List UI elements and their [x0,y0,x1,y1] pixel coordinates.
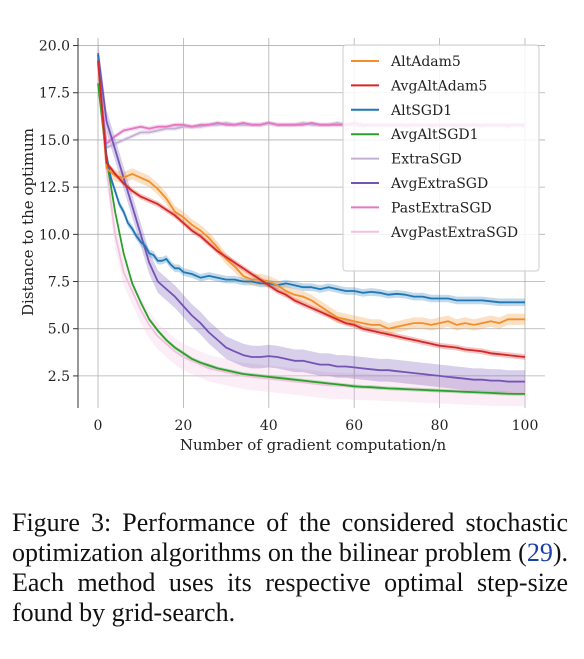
legend-label: AvgAltAdam5 [390,78,487,94]
caption-prefix: Figure 3: [12,508,112,537]
x-tick-label: 60 [345,418,363,434]
legend: AltAdam5 AvgAltAdam5 AltSGD1 AvgAltSGD1 Extr… [342,44,540,272]
equation-reference-link[interactable]: 29 [526,538,553,567]
legend-box [342,44,540,272]
caption-text: Performance of the considered stochastic… [12,508,569,567]
y-axis-ticks: 2.5 5.0 7.5 10.0 12.5 15.0 17.5 20.0 [39,39,78,385]
line-chart: 2.5 5.0 7.5 10.0 12.5 15.0 17.5 20.0 0 20 40 60 80 1… [19,38,545,454]
y-tick-label: 17.5 [39,86,70,102]
x-tick-label: 40 [260,418,278,434]
x-tick-label: 80 [431,418,449,434]
x-axis-ticks: 0 20 40 60 80 100 [94,418,539,434]
legend-label: AvgExtraSGD [390,176,488,192]
caption-text-end: ). Each method uses its respective optim… [12,538,568,627]
series-line-AltAdam5 [97,60,525,330]
y-tick-label: 15.0 [39,133,70,149]
y-tick-label: 10.0 [39,227,70,243]
y-tick-label: 12.5 [39,180,70,196]
x-axis-label: Number of gradient computation/n [180,436,447,454]
figure-caption: Figure 3: Performance of the considered … [12,508,568,628]
y-tick-label: 20.0 [39,39,70,55]
legend-label: ExtraSGD [391,152,462,168]
legend-label: AvgPastExtraSGD [390,225,518,241]
x-tick-label: 100 [512,418,539,434]
y-tick-label: 5.0 [48,322,70,338]
series-line-AvgAltSGD1 [97,83,525,395]
y-tick-label: 2.5 [48,369,70,385]
legend-label: PastExtraSGD [391,200,492,216]
legend-label: AvgAltSGD1 [390,127,479,143]
legend-label: AltAdam5 [390,54,461,70]
series-line-AltSGD1 [97,54,525,304]
series-line-AvgAltAdam5 [97,60,526,358]
y-tick-label: 7.5 [48,275,70,291]
series-lines [97,52,526,395]
x-tick-label: 0 [94,418,103,434]
x-tick-label: 20 [174,418,192,434]
legend-label: AltSGD1 [390,103,452,119]
y-axis-label: Distance to the optimum [19,128,37,316]
series-line-AvgExtraSGD [97,52,525,383]
